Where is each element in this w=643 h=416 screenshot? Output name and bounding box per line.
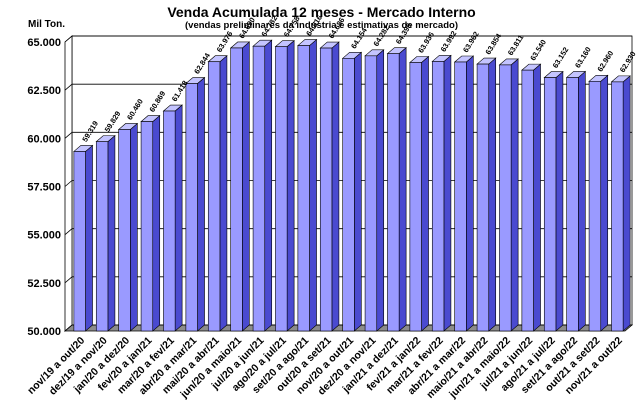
bar (364, 49, 385, 332)
bar (95, 134, 116, 332)
bar-side (130, 122, 138, 332)
bar (274, 40, 295, 332)
bar-side (555, 70, 564, 332)
y-tick-labels: 50.000 52.500 55.000 57.500 60.000 62.500 65.0… (27, 37, 61, 338)
gridline-side (64, 83, 73, 91)
bar (162, 104, 183, 332)
bar-front (342, 57, 355, 332)
bar-front (163, 110, 176, 332)
bar (341, 51, 363, 332)
bar-front (185, 83, 198, 332)
chart-subtitle: (vendas preliminares da indústria e esti… (185, 20, 458, 31)
y-tick-label: 52.500 (27, 278, 61, 290)
bar-front (364, 55, 378, 332)
bar (386, 47, 407, 332)
bar-side (488, 57, 497, 332)
bar-side (421, 55, 429, 332)
gridline-side (64, 180, 73, 187)
y-tick-label: 60.000 (27, 133, 61, 145)
bar (565, 70, 587, 332)
bar-side (242, 41, 250, 332)
bar-side (398, 47, 407, 332)
bar-front (297, 45, 310, 332)
bar-front (431, 61, 445, 332)
bar (140, 114, 161, 332)
y-tick-label: 65.000 (27, 37, 61, 49)
y-tick-label: 55.000 (27, 230, 61, 242)
bar (453, 55, 475, 332)
bar-side (264, 39, 273, 332)
bar-front (230, 47, 243, 332)
bar (588, 74, 609, 332)
bar-side (600, 74, 609, 332)
bar-front (118, 129, 131, 332)
bar-front (499, 64, 512, 332)
bar-side (219, 55, 228, 332)
bar-front (95, 141, 109, 332)
bar-front (207, 61, 221, 332)
bar-front (588, 81, 602, 332)
bar (252, 39, 273, 332)
bar-front (252, 45, 266, 332)
y-tick-label: 57.500 (27, 182, 61, 194)
y-tick-label: 50.000 (27, 326, 61, 338)
data-label: 64.758 (282, 14, 302, 38)
data-label: 64.782 (259, 14, 279, 38)
bar (543, 70, 564, 332)
bar (73, 144, 94, 332)
bar-side (309, 38, 317, 332)
gridline-side (64, 324, 73, 332)
y-axis-label: Mil Ton. (28, 19, 66, 30)
bar (476, 57, 497, 332)
bar-side (443, 54, 452, 332)
bar-side (152, 114, 161, 332)
bars (73, 38, 631, 332)
bar-front (140, 121, 154, 332)
bar-side (354, 51, 362, 332)
bar (297, 38, 318, 332)
bar-side (578, 70, 586, 332)
bar-front (454, 61, 467, 332)
data-label: 64.816 (304, 13, 324, 37)
gridline-side (64, 228, 73, 235)
bar (319, 41, 340, 332)
bar-front (611, 81, 624, 332)
bar-side (533, 63, 541, 332)
bar-front (521, 69, 534, 332)
gridline-side (64, 132, 73, 139)
bar (207, 55, 228, 332)
y-tick-label: 62.500 (27, 85, 61, 97)
bar (409, 55, 430, 332)
bar (185, 76, 206, 332)
bar-front (319, 47, 333, 332)
gridline-side (64, 276, 73, 284)
bar (610, 75, 631, 332)
bar-side (510, 58, 519, 332)
bar-side (174, 104, 183, 332)
bar-side (197, 76, 205, 332)
bar (498, 58, 519, 332)
bar-front (73, 151, 86, 332)
bar-front (387, 53, 400, 332)
bar-side (331, 41, 340, 332)
bar-side (622, 75, 631, 332)
bar-side (466, 55, 474, 332)
bar-side (107, 134, 116, 332)
bar-side (85, 144, 93, 332)
bar-front (275, 46, 288, 332)
bar-front (566, 77, 579, 332)
bar-front (409, 62, 422, 332)
gridline-side (64, 35, 73, 43)
bar-side (376, 49, 385, 332)
bar-side (286, 40, 295, 332)
bar (229, 41, 251, 332)
bar-front (543, 77, 557, 332)
chart-title: Venda Acumulada 12 meses - Mercado Inter… (167, 4, 476, 20)
bar (117, 122, 139, 332)
bar-front (476, 63, 490, 332)
bar (431, 54, 452, 332)
bar (521, 63, 542, 332)
